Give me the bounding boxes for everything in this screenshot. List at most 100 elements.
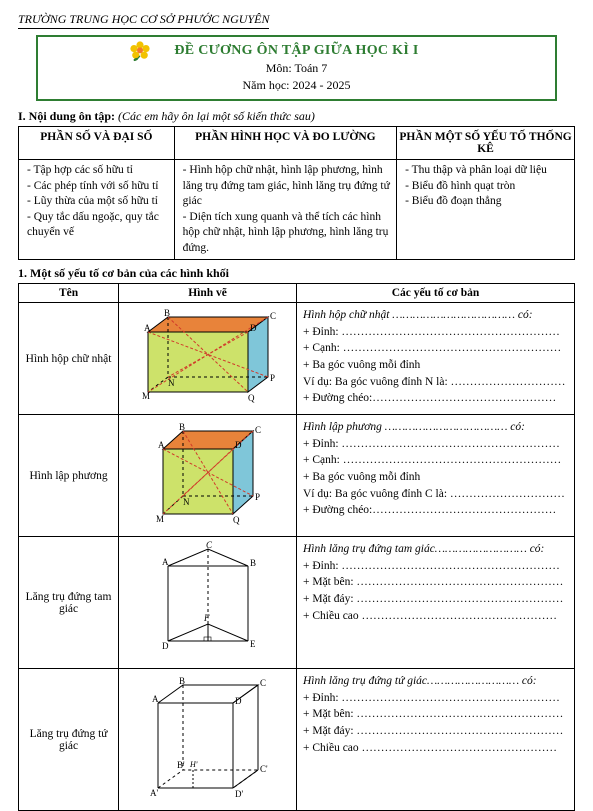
svg-text:F: F bbox=[203, 613, 210, 623]
lead-text: Hình lăng trụ đứng tam giác……………………… có: bbox=[303, 543, 544, 555]
list-item: Lũy thừa của một số hữu tỉ bbox=[27, 194, 170, 210]
svg-text:C: C bbox=[206, 541, 213, 550]
lead-text: Hình lăng trụ đứng tứ giác……………………… có: bbox=[303, 675, 537, 687]
tbl2-h1: Tên bbox=[19, 284, 119, 303]
svg-text:D: D bbox=[162, 641, 169, 651]
prop-line: + Đỉnh: ………………………………………………… bbox=[303, 436, 568, 453]
shape-props: Hình lăng trụ đứng tam giác……………………… có:… bbox=[296, 537, 574, 669]
svg-text:A: A bbox=[152, 694, 159, 704]
svg-text:C: C bbox=[270, 311, 276, 321]
lead-text: Hình hộp chữ nhật ……………………………… có: bbox=[303, 309, 533, 321]
svg-text:B: B bbox=[164, 308, 170, 318]
svg-text:Q: Q bbox=[248, 393, 255, 403]
shape-figure: H' A B C D A' B' C' D' bbox=[119, 669, 297, 811]
svg-text:A: A bbox=[162, 557, 169, 567]
doc-subject: Môn: Toán 7 bbox=[46, 61, 547, 76]
section1-label: I. Nội dung ôn tập: (Các em hãy ôn lại m… bbox=[18, 109, 575, 124]
prop-line: + Đỉnh: ………………………………………………… bbox=[303, 690, 568, 707]
list-item: Tập hợp các số hữu tỉ bbox=[27, 163, 170, 179]
list-item: Diện tích xung quanh và thể tích các hìn… bbox=[183, 210, 392, 257]
prop-line: + Cạnh: ………………………………………………… bbox=[303, 452, 568, 469]
prop-line: + Mặt đáy: ……………………………………………… bbox=[303, 723, 568, 740]
svg-text:H': H' bbox=[189, 760, 198, 769]
shape-figure: A B C D M N P Q bbox=[119, 303, 297, 415]
svg-text:D: D bbox=[235, 696, 242, 706]
prop-line: + Mặt đáy: ……………………………………………… bbox=[303, 591, 568, 608]
svg-text:C': C' bbox=[260, 764, 268, 774]
doc-title: ĐỀ CƯƠNG ÔN TẬP GIỮA HỌC KÌ I bbox=[46, 43, 547, 59]
svg-text:D: D bbox=[250, 323, 257, 333]
shape-props: Hình lăng trụ đứng tứ giác……………………… có: … bbox=[296, 669, 574, 811]
svg-text:A': A' bbox=[150, 788, 158, 798]
lead-text: Hình lập phương ……………………………… có: bbox=[303, 421, 525, 433]
list-item: Biểu đồ đoạn thẳng bbox=[405, 194, 570, 210]
tri-prism-svg: A C B D F E bbox=[138, 541, 278, 661]
svg-text:P: P bbox=[270, 373, 275, 383]
prop-line: + Mặt bên: ……………………………………………… bbox=[303, 706, 568, 723]
shape-figure: A B C D M N P Q bbox=[119, 415, 297, 537]
svg-text:B': B' bbox=[177, 760, 185, 770]
content-table: PHẦN SỐ VÀ ĐẠI SỐ PHẦN HÌNH HỌC VÀ ĐO LƯ… bbox=[18, 126, 575, 260]
prop-line: + Đường chéo:………………………………………… bbox=[303, 390, 568, 407]
prop-line: Ví dụ: Ba góc vuông đỉnh N là: ………………………… bbox=[303, 374, 568, 391]
tbl1-h3: PHẦN MỘT SỐ YẾU TỐ THỐNG KÊ bbox=[397, 127, 575, 160]
tbl1-c3: Thu thập và phân loại dữ liệu Biểu đồ hì… bbox=[397, 160, 575, 260]
list-item: Hình hộp chữ nhật, hình lập phương, hình… bbox=[183, 163, 392, 210]
prop-line: + Chiều cao …………………………………………… bbox=[303, 740, 568, 757]
prop-line: + Đỉnh: ………………………………………………… bbox=[303, 558, 568, 575]
quad-prism-svg: H' A B C D A' B' C' D' bbox=[133, 673, 283, 803]
prop-line: + Đỉnh: ………………………………………………… bbox=[303, 324, 568, 341]
tbl1-h2: PHẦN HÌNH HỌC VÀ ĐO LƯỜNG bbox=[174, 127, 396, 160]
school-name: TRƯỜNG TRUNG HỌC CƠ SỞ PHƯỚC NGUYÊN bbox=[18, 12, 269, 29]
shape-name: Lăng trụ đứng tam giác bbox=[19, 537, 119, 669]
svg-text:B: B bbox=[179, 676, 185, 686]
tbl2-h3: Các yếu tố cơ bản bbox=[296, 284, 574, 303]
prop-line: Ví dụ: Ba góc vuông đỉnh C là: ………………………… bbox=[303, 486, 568, 503]
prop-line: + Ba góc vuông mỗi đỉnh bbox=[303, 469, 568, 486]
svg-text:M: M bbox=[156, 514, 164, 524]
cube-svg: A B C D M N P Q bbox=[143, 419, 273, 529]
table-row: Hình lập phương A B C D bbox=[19, 415, 575, 537]
svg-text:D': D' bbox=[235, 789, 243, 799]
svg-text:Q: Q bbox=[233, 515, 240, 525]
cuboid-svg: A B C D M N P Q bbox=[128, 307, 288, 407]
shape-props: Hình hộp chữ nhật ……………………………… có: + Đỉn… bbox=[296, 303, 574, 415]
svg-text:B: B bbox=[179, 422, 185, 432]
svg-text:C: C bbox=[260, 678, 266, 688]
list-item: Thu thập và phân loại dữ liệu bbox=[405, 163, 570, 179]
tbl1-c2: Hình hộp chữ nhật, hình lập phương, hình… bbox=[174, 160, 396, 260]
section1-italic: (Các em hãy ôn lại một số kiến thức sau) bbox=[118, 109, 315, 123]
prop-line: + Chiều cao …………………………………………… bbox=[303, 608, 568, 625]
shape-figure: A C B D F E bbox=[119, 537, 297, 669]
shape-name: Hình lập phương bbox=[19, 415, 119, 537]
svg-text:P: P bbox=[255, 492, 260, 502]
svg-text:D: D bbox=[235, 440, 242, 450]
prop-line: + Cạnh: ………………………………………………… bbox=[303, 340, 568, 357]
shapes-table: Tên Hình vẽ Các yếu tố cơ bản Hình hộp c… bbox=[18, 283, 575, 811]
prop-line: + Đường chéo:………………………………………… bbox=[303, 502, 568, 519]
section2-heading: 1. Một số yếu tố cơ bản của các hình khố… bbox=[18, 266, 575, 281]
svg-text:M: M bbox=[142, 391, 150, 401]
svg-text:E: E bbox=[250, 639, 256, 649]
list-item: Các phép tính với số hữu tỉ bbox=[27, 179, 170, 195]
svg-text:C: C bbox=[255, 425, 261, 435]
tbl1-h1: PHẦN SỐ VÀ ĐẠI SỐ bbox=[19, 127, 175, 160]
svg-text:A: A bbox=[144, 323, 151, 333]
shape-props: Hình lập phương ……………………………… có: + Đỉnh:… bbox=[296, 415, 574, 537]
shape-name: Lăng trụ đứng tứ giác bbox=[19, 669, 119, 811]
header-box: ĐỀ CƯƠNG ÔN TẬP GIỮA HỌC KÌ I Môn: Toán … bbox=[36, 35, 557, 101]
svg-text:B: B bbox=[250, 558, 256, 568]
table-row: Lăng trụ đứng tam giác bbox=[19, 537, 575, 669]
table-row: Lăng trụ đứng tứ giác bbox=[19, 669, 575, 811]
tbl2-h2: Hình vẽ bbox=[119, 284, 297, 303]
doc-year: Năm học: 2024 - 2025 bbox=[46, 78, 547, 93]
flower-icon bbox=[128, 39, 152, 63]
list-item: Biểu đồ hình quạt tròn bbox=[405, 179, 570, 195]
table-row: Hình hộp chữ nhật A bbox=[19, 303, 575, 415]
tbl1-c1: Tập hợp các số hữu tỉ Các phép tính với … bbox=[19, 160, 175, 260]
list-item: Quy tắc dấu ngoặc, quy tắc chuyển vế bbox=[27, 210, 170, 241]
prop-line: + Ba góc vuông mỗi đỉnh bbox=[303, 357, 568, 374]
prop-line: + Mặt bên: ……………………………………………… bbox=[303, 574, 568, 591]
svg-text:N: N bbox=[183, 497, 190, 507]
section1-bold: I. Nội dung ôn tập: bbox=[18, 109, 115, 123]
